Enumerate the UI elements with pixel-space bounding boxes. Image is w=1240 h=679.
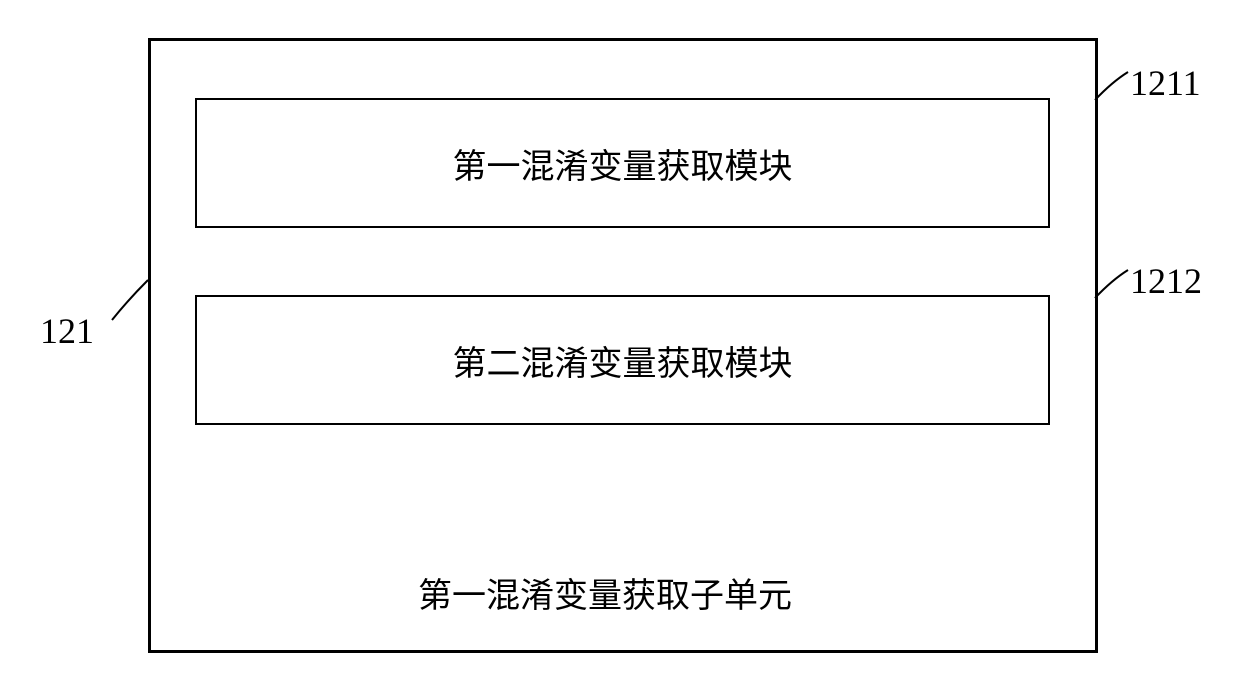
- leader-line-module-2: [0, 0, 1240, 679]
